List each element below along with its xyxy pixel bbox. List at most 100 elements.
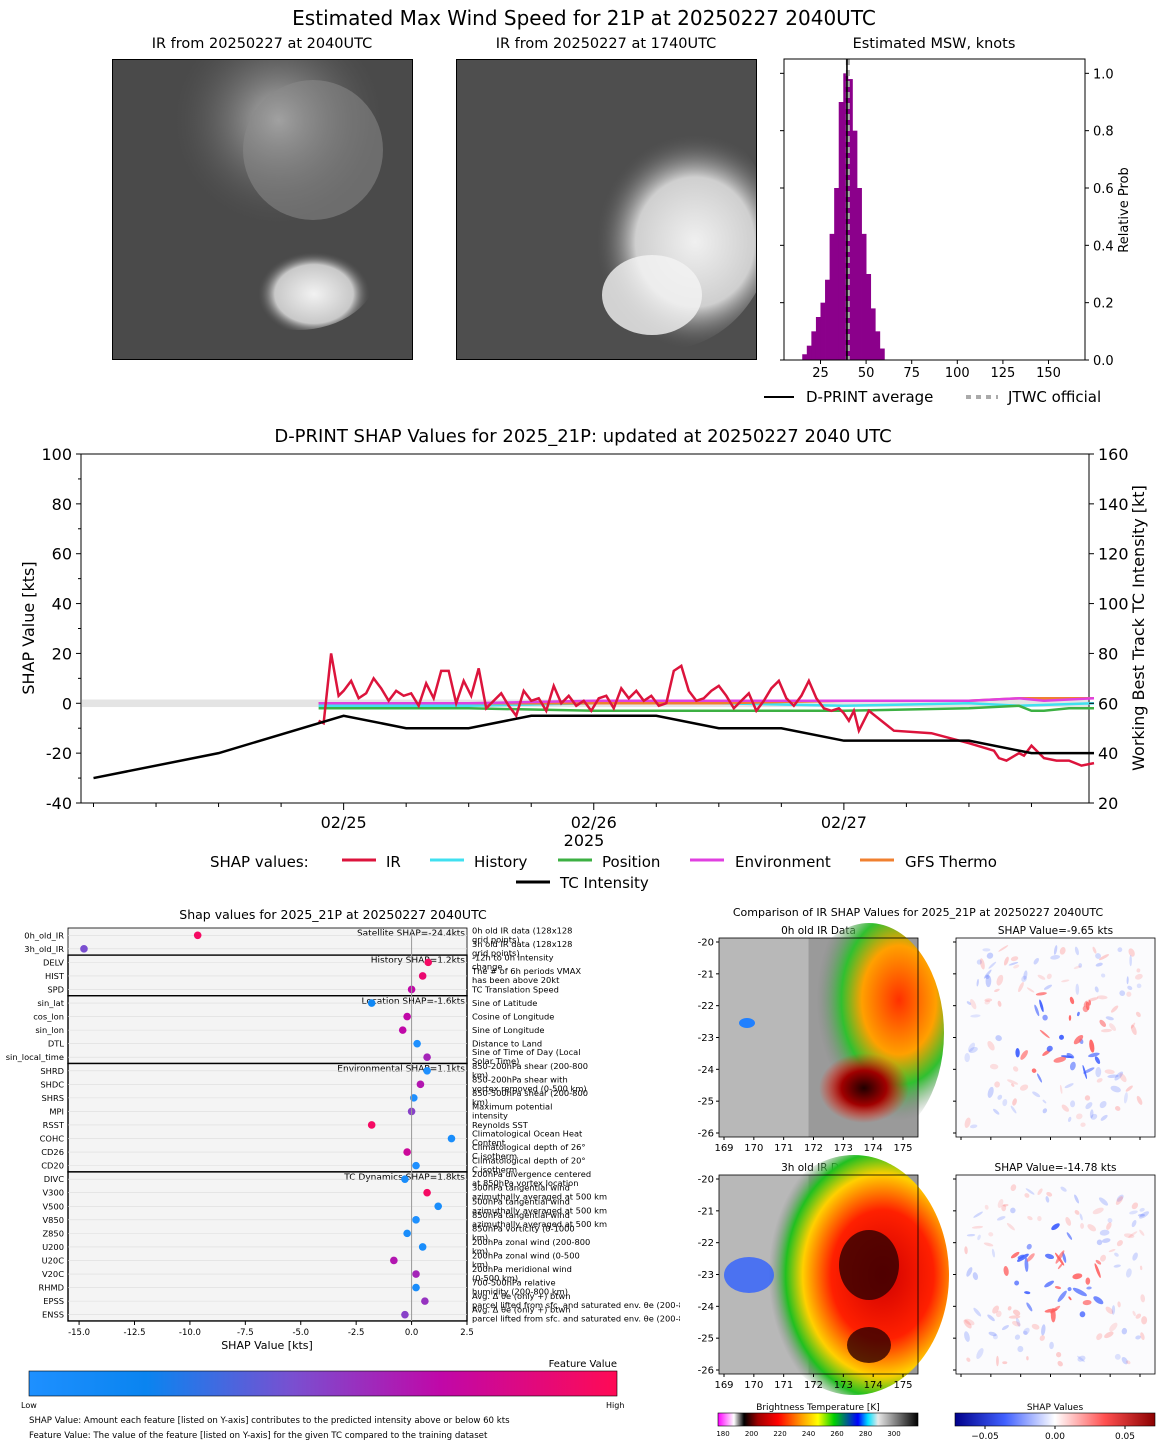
feature-desc: Reynolds SST bbox=[472, 1120, 529, 1130]
shap-blob bbox=[1026, 1243, 1032, 1250]
shap-blob bbox=[1023, 1330, 1028, 1335]
hist-bar bbox=[870, 308, 876, 360]
shap-blob bbox=[968, 1042, 976, 1053]
feature-desc: km) bbox=[472, 1246, 488, 1256]
feature-desc: parcel lifted from sfc. and saturated en… bbox=[472, 1300, 680, 1310]
shap-blob bbox=[1075, 983, 1080, 996]
feature-shap-dot bbox=[403, 1148, 411, 1156]
feature-desc: C isotherm bbox=[472, 1165, 517, 1175]
shap-blob bbox=[1024, 1193, 1030, 1198]
shap-blob bbox=[1051, 1223, 1060, 1231]
feature-desc: Climatological depth of 26° bbox=[472, 1142, 586, 1152]
shap-blob bbox=[1104, 1331, 1114, 1339]
shap-blob bbox=[968, 1046, 978, 1054]
hist-bar bbox=[861, 233, 867, 360]
ir-cold-core bbox=[839, 1230, 899, 1300]
shap-blob bbox=[1136, 1095, 1143, 1105]
shap-blob bbox=[1036, 1073, 1043, 1083]
cmp-ytick-label: -23 bbox=[698, 1270, 714, 1281]
series-position bbox=[318, 704, 1095, 713]
feature-shap-dot bbox=[193, 931, 202, 940]
feature-name: Z850 bbox=[42, 1228, 64, 1238]
ts-ytick-label: 80 bbox=[52, 495, 72, 514]
cmp-xtick-label: 172 bbox=[804, 1380, 823, 1391]
shap-blob bbox=[989, 1063, 999, 1070]
shap-blob bbox=[1072, 1273, 1083, 1280]
feature-desc: Maximum potential bbox=[472, 1101, 552, 1111]
hist-bar bbox=[843, 73, 849, 360]
shap-blob bbox=[987, 1086, 994, 1098]
shap-blob bbox=[1002, 1098, 1008, 1107]
shap-blob bbox=[1100, 1254, 1107, 1262]
shap-tick-label: −0.05 bbox=[971, 1432, 999, 1442]
shap-blob bbox=[1094, 1263, 1101, 1278]
ts-y2tick-label: 140 bbox=[1098, 495, 1129, 514]
shap-blob bbox=[996, 1355, 999, 1367]
shap-blob bbox=[994, 1081, 1000, 1088]
shap-blob bbox=[1096, 1239, 1103, 1246]
shap-blob bbox=[1049, 1341, 1054, 1350]
shap-blob bbox=[1050, 954, 1061, 960]
ir-image-3h bbox=[456, 59, 757, 360]
cmp-ytick-label: -25 bbox=[698, 1334, 714, 1345]
shap-blob bbox=[1104, 1069, 1115, 1075]
feature-desc: Avg. Δ θe (only +) btwn bbox=[472, 1291, 571, 1301]
shap-blob bbox=[1073, 1034, 1084, 1045]
series-ir bbox=[318, 653, 1095, 767]
hist-xtick-label: 100 bbox=[945, 366, 970, 381]
shap-blob bbox=[996, 1216, 1006, 1221]
hist-bar bbox=[806, 345, 812, 360]
hist-bar bbox=[834, 188, 840, 360]
feature-desc: Distance to Land bbox=[472, 1039, 542, 1049]
shap-blob bbox=[1026, 1253, 1035, 1262]
shap-blob bbox=[1086, 1286, 1092, 1290]
shap-blob bbox=[1080, 1223, 1085, 1229]
shap-blob bbox=[1126, 991, 1132, 997]
shap-blob bbox=[1141, 1316, 1148, 1325]
shap-blob bbox=[1083, 1067, 1095, 1074]
cmp-xtick-label: 174 bbox=[864, 1143, 883, 1154]
feature-desc: azimuthally averaged at 500 km bbox=[472, 1205, 607, 1215]
shap-blob bbox=[1093, 1296, 1104, 1305]
shap-blob bbox=[1101, 1028, 1113, 1033]
ir-image-0h bbox=[112, 59, 413, 360]
shap-blob bbox=[1088, 999, 1091, 1006]
shap-blob bbox=[1017, 1254, 1025, 1259]
feature-name: V500 bbox=[42, 1201, 64, 1211]
shap-blob bbox=[1139, 1229, 1145, 1236]
shap-blob bbox=[1129, 955, 1132, 967]
feature-name: V20C bbox=[42, 1269, 64, 1279]
feature-group-label: Environmental SHAP=1.1kts bbox=[337, 1065, 465, 1075]
shap-blob bbox=[1057, 1290, 1067, 1302]
shap-blob bbox=[998, 945, 1009, 952]
feature-shap-dot bbox=[401, 1310, 409, 1319]
shap-blob bbox=[1126, 1360, 1131, 1365]
shap-blob bbox=[1035, 992, 1047, 996]
feature-name: DELV bbox=[43, 957, 64, 967]
feature-shap-scatter: Shap values for 2025_21P at 20250227 204… bbox=[6, 907, 680, 1441]
ir-clear-area bbox=[719, 938, 809, 1137]
shap-blob bbox=[972, 1272, 979, 1281]
shap-blob bbox=[985, 974, 990, 979]
hist-bar bbox=[825, 279, 831, 360]
feature-desc: intensity bbox=[472, 1110, 508, 1120]
shap-blob bbox=[1059, 1084, 1063, 1094]
shap-ts-ylabel: SHAP Value [kts] bbox=[19, 561, 38, 694]
shap-blob bbox=[1121, 1327, 1128, 1335]
shap-blob bbox=[1023, 970, 1028, 980]
feature-name: RSST bbox=[43, 1120, 65, 1130]
shap-blob bbox=[996, 974, 1004, 986]
cmp-ytick-label: -23 bbox=[698, 1033, 714, 1044]
feature-desc: grid points) bbox=[472, 948, 520, 958]
feature-note-shap: SHAP Value: Amount each feature [listed … bbox=[29, 1416, 510, 1426]
cmp-ytick-label: -22 bbox=[698, 1001, 714, 1012]
shap-blob bbox=[966, 1233, 976, 1237]
shap-blob bbox=[1010, 1105, 1017, 1114]
shap-blob bbox=[1021, 975, 1027, 982]
shap-blob bbox=[1073, 965, 1081, 970]
ts-xtick-label: 02/25 bbox=[321, 813, 367, 832]
shap-blob bbox=[1074, 946, 1079, 956]
feature-shap-dot bbox=[367, 1121, 376, 1129]
shap-blob bbox=[1123, 1233, 1135, 1239]
shap-blob bbox=[1055, 1250, 1065, 1264]
